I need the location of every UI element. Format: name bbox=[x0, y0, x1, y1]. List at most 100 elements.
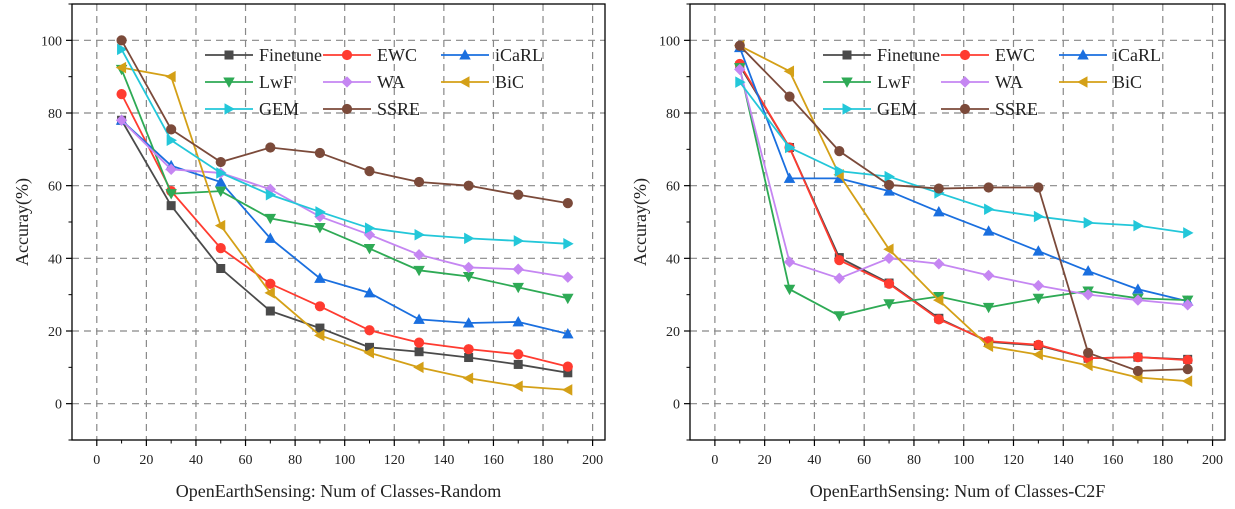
series-gem bbox=[735, 76, 1194, 239]
data-point bbox=[562, 293, 574, 305]
data-point bbox=[315, 206, 326, 218]
data-point bbox=[214, 219, 226, 232]
data-point bbox=[166, 201, 176, 211]
legend-marker bbox=[842, 50, 852, 60]
data-point bbox=[1083, 347, 1094, 358]
x-tick-label: 120 bbox=[1003, 453, 1024, 468]
data-point bbox=[314, 222, 326, 234]
series-line bbox=[738, 67, 1188, 317]
data-point bbox=[215, 243, 226, 254]
series-line bbox=[121, 66, 568, 391]
x-tick-label: 40 bbox=[807, 453, 821, 468]
x-tick-label: 120 bbox=[384, 453, 405, 468]
data-point bbox=[165, 163, 177, 175]
data-point bbox=[1183, 227, 1194, 239]
data-point bbox=[115, 114, 128, 126]
data-point bbox=[314, 301, 326, 312]
data-point bbox=[734, 40, 745, 51]
data-point bbox=[463, 180, 474, 191]
x-axis-title: OpenEarthSensing: Num of Classes-C2F bbox=[810, 481, 1105, 501]
data-point bbox=[165, 70, 176, 83]
data-point bbox=[512, 263, 524, 275]
legend-item-lwf: LwF bbox=[823, 72, 911, 92]
series-line bbox=[120, 119, 568, 279]
legend-item-finetune: Finetune bbox=[205, 45, 322, 65]
series-line bbox=[120, 119, 569, 335]
series-ssre bbox=[116, 35, 573, 209]
x-tick-label: 140 bbox=[1053, 453, 1074, 468]
data-point bbox=[314, 329, 325, 342]
legend-marker bbox=[459, 49, 471, 60]
legend-label: GEM bbox=[259, 99, 299, 119]
y-axis-title: Accuray(%) bbox=[630, 178, 651, 266]
series-line bbox=[738, 47, 1188, 303]
series-gem bbox=[117, 43, 574, 250]
x-tick-label: 0 bbox=[711, 453, 718, 468]
data-point bbox=[1181, 375, 1193, 387]
y-tick-label: 80 bbox=[666, 107, 680, 122]
x-tick-label: 140 bbox=[433, 453, 454, 468]
data-point bbox=[264, 232, 277, 243]
data-point bbox=[783, 256, 796, 268]
data-point bbox=[1032, 279, 1045, 292]
x-axis-title: OpenEarthSensing: Num of Classes-Random bbox=[176, 481, 501, 501]
plot-frame bbox=[71, 3, 606, 441]
data-point bbox=[413, 265, 425, 277]
data-point bbox=[1083, 216, 1095, 229]
data-point bbox=[264, 287, 275, 299]
data-point bbox=[883, 185, 895, 196]
x-tick-label: 40 bbox=[189, 453, 203, 468]
x-tick-label: 200 bbox=[582, 453, 603, 468]
data-point bbox=[1082, 359, 1093, 372]
data-point bbox=[735, 76, 746, 88]
legend-item-gem: GEM bbox=[823, 99, 917, 119]
data-point bbox=[414, 228, 425, 241]
data-point bbox=[414, 347, 424, 357]
data-point bbox=[883, 278, 895, 289]
legend-item-gem: GEM bbox=[205, 99, 299, 119]
series-line bbox=[120, 69, 569, 300]
data-point bbox=[512, 316, 524, 327]
data-point bbox=[1032, 293, 1045, 305]
legend-label: EWC bbox=[995, 45, 1035, 65]
y-tick-label: 20 bbox=[48, 325, 62, 340]
data-point bbox=[562, 361, 573, 372]
x-tick-label: 0 bbox=[93, 453, 100, 468]
data-point bbox=[784, 91, 795, 102]
legend-label: iCaRL bbox=[495, 45, 543, 65]
data-point bbox=[783, 172, 796, 183]
data-point bbox=[214, 186, 227, 197]
series-line bbox=[738, 69, 1188, 306]
data-point bbox=[834, 165, 846, 177]
data-point bbox=[562, 198, 573, 209]
data-point bbox=[933, 314, 944, 325]
data-point bbox=[314, 272, 326, 283]
legend-marker bbox=[341, 49, 353, 61]
legend-marker bbox=[1077, 49, 1089, 60]
series-line bbox=[120, 48, 568, 245]
legend-label: Finetune bbox=[877, 45, 940, 65]
data-point bbox=[1182, 354, 1193, 366]
data-point bbox=[1132, 283, 1144, 294]
data-point bbox=[265, 306, 275, 316]
legend-label: WA bbox=[995, 72, 1023, 92]
data-point bbox=[513, 349, 524, 360]
series-ssre bbox=[734, 40, 1193, 377]
legend-marker bbox=[223, 77, 235, 88]
data-point bbox=[933, 205, 945, 217]
data-point bbox=[166, 134, 178, 147]
data-point bbox=[883, 252, 895, 265]
data-point bbox=[562, 271, 574, 283]
data-point bbox=[116, 89, 127, 100]
data-point bbox=[413, 337, 425, 348]
x-tick-label: 20 bbox=[139, 453, 153, 468]
series-line bbox=[739, 45, 1188, 372]
data-point bbox=[464, 232, 475, 245]
y-tick-label: 60 bbox=[48, 180, 62, 195]
data-point bbox=[463, 344, 474, 355]
legend-marker bbox=[841, 77, 853, 88]
x-tick-label: 160 bbox=[1103, 453, 1124, 468]
data-point bbox=[783, 284, 796, 296]
x-tick-label: 200 bbox=[1202, 453, 1223, 468]
data-point bbox=[833, 311, 846, 322]
